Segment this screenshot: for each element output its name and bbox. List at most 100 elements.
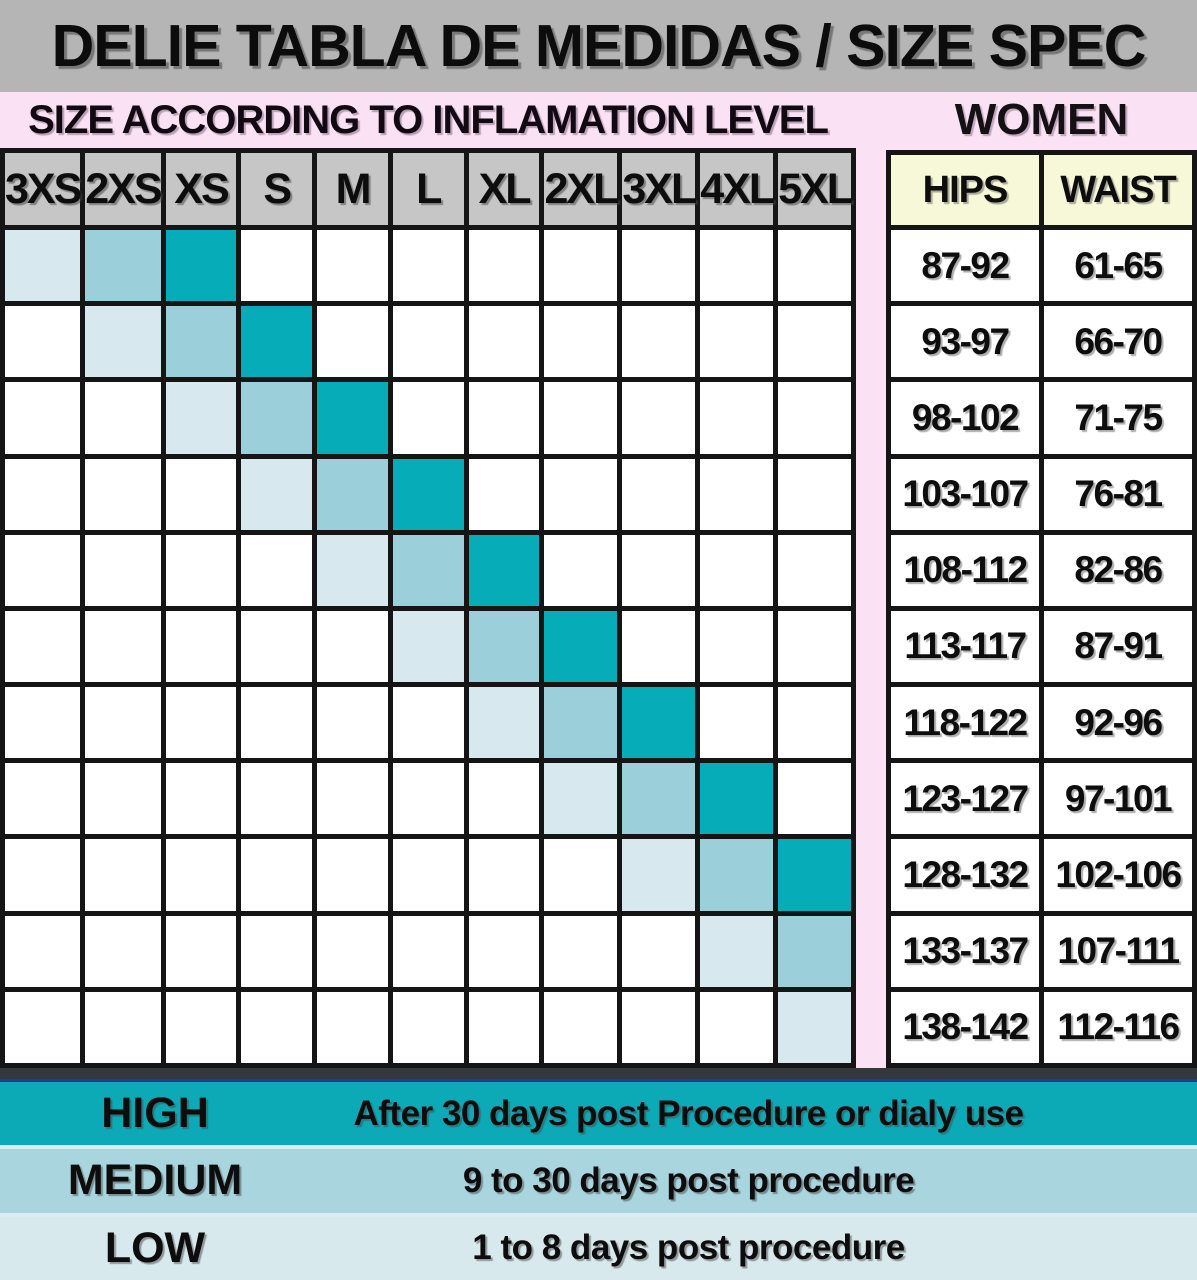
grid-cell [622,534,696,606]
women-measurements-table: HIPS WAIST 87-92 61-65 93-97 66-70 98-102 71-75… [886,150,1197,1068]
grid-cell-low [392,610,464,683]
navy-divider [0,1079,1197,1082]
grid-cell [317,763,388,835]
grid-cell [544,991,618,1063]
grid-cell [85,458,161,530]
legend-label-medium: MEDIUM [67,1156,243,1205]
grid-cell [85,534,161,606]
grid-cell [5,763,81,835]
grid-cell [544,382,618,454]
grid-cell-high [468,534,540,606]
waist-value: 107-111 [1044,915,1192,987]
grid-cell [778,610,851,683]
legend-row-medium: MEDIUM 9 to 30 days post procedure [0,1149,1197,1213]
grid-cell-low [468,687,540,759]
grid-cell [622,610,696,683]
grid-cell [85,763,161,835]
grid-cell-medium [622,763,696,835]
grid-cell [622,230,696,302]
grid-cell [544,306,618,378]
grid-cell-low [241,458,313,530]
grid-cell [700,306,774,378]
hips-value: 108-112 [891,534,1039,606]
grid-cell [392,687,464,759]
page-title: DELIE TABLA DE MEDIDAS / SIZE SPEC [51,13,1147,79]
legend-row-high: HIGH After 30 days post Procedure or dial… [0,1082,1197,1146]
legend-row-low: LOW 1 to 8 days post procedure [0,1216,1197,1280]
grid-cell [165,610,237,683]
grid-cell [165,991,237,1063]
legend-label-low: LOW [104,1223,206,1272]
grid-cell-high [241,306,313,378]
hips-value: 138-142 [891,991,1039,1063]
grid-cell [317,687,388,759]
grid-cell [241,534,313,606]
grid-cell [392,839,464,911]
grid-cell-high [165,230,237,302]
grid-cell [778,534,851,606]
grid-cell [700,534,774,606]
grid-cell [392,382,464,454]
grid-cell-low [165,382,237,454]
grid-cell-medium [317,458,388,530]
hips-value: 103-107 [891,458,1039,530]
grid-cell [778,306,851,378]
grid-cell [392,763,464,835]
grid-cell [468,458,540,530]
women-heading: WOMEN [954,95,1129,144]
legend-description-low: 1 to 8 days post procedure [472,1228,905,1268]
hips-value: 93-97 [891,306,1039,378]
grid-cell [778,763,851,835]
waist-value: 92-96 [1044,687,1192,759]
grid-cell [5,610,81,683]
grid-cell [700,991,774,1063]
waist-value: 76-81 [1044,458,1192,530]
inflammation-legend: HIGH After 30 days post Procedure or dial… [0,1068,1197,1280]
grid-cell [468,306,540,378]
grid-cell [165,915,237,987]
grid-cell [317,839,388,911]
waist-value: 71-75 [1044,382,1192,454]
grid-cell [544,915,618,987]
grid-cell [544,230,618,302]
grid-cell [392,991,464,1063]
grid-cell [778,230,851,302]
waist-value: 87-91 [1044,610,1192,683]
grid-cell [392,915,464,987]
grid-cell-medium [468,610,540,683]
grid-cell-high [622,687,696,759]
legend-divider [0,1212,1197,1217]
size-inflammation-grid: 3XS 2XS XS S M L XL 2XL 3XL 4XL 5XL [0,148,856,1068]
grid-cell [622,915,696,987]
grid-cell-medium [778,915,851,987]
waist-value: 112-116 [1044,991,1192,1063]
grid-cell [468,230,540,302]
grid-cell [317,610,388,683]
waist-value: 102-106 [1044,839,1192,911]
grid-cell-high [392,458,464,530]
grid-cell [317,915,388,987]
grid-cell [85,915,161,987]
grid-cell-high [544,610,618,683]
grid-cell-low [5,230,81,302]
grid-cell [241,230,313,302]
size-column-header: 3XS [5,153,82,225]
grid-cell-medium [392,534,464,606]
grid-cell [241,610,313,683]
measure-column-header: WAIST [1044,155,1192,225]
grid-bottom-border [0,1068,1197,1079]
grid-cell [468,915,540,987]
grid-cell [241,991,313,1063]
measure-column-header: HIPS [891,155,1039,225]
grid-cell-low [622,839,696,911]
hips-value: 128-132 [891,839,1039,911]
grid-cell [241,687,313,759]
grid-cell [85,687,161,759]
hips-value: 87-92 [891,230,1039,302]
grid-cell [468,991,540,1063]
grid-cell-high [778,839,851,911]
size-column-header: 2XS [85,153,163,225]
grid-cell [622,458,696,530]
legend-description-high: After 30 days post Procedure or dialy us… [353,1093,1024,1133]
grid-cell [544,839,618,911]
